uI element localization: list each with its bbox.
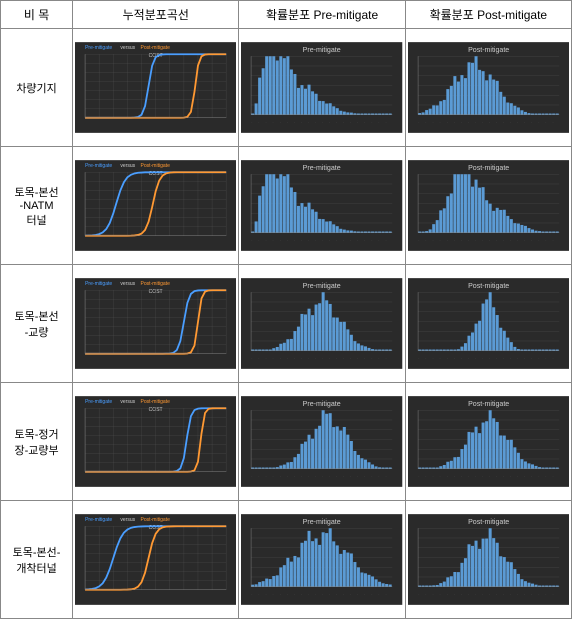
cdf-chart: Pre-mitigate versus Post-mitigate COST bbox=[75, 385, 236, 498]
histogram-chart: Pre-mitigate ···················· bbox=[241, 31, 402, 144]
hist-pre-cell: Pre-mitigate ···················· bbox=[239, 265, 405, 383]
distribution-table: 비 목 누적분포곡선 확률분포 Pre-mitigate 확률분포 Post-m… bbox=[0, 0, 572, 619]
svg-text:Post-mitigate: Post-mitigate bbox=[141, 163, 171, 169]
svg-text:Pre-mitigate: Pre-mitigate bbox=[85, 281, 112, 287]
histogram-chart: Pre-mitigate ···················· bbox=[241, 267, 402, 380]
svg-text:Pre-mitigate: Pre-mitigate bbox=[85, 399, 112, 405]
svg-text:Post-mitigate: Post-mitigate bbox=[468, 47, 509, 54]
cdf-chart: Pre-mitigate versus Post-mitigate COST bbox=[75, 503, 236, 616]
col-header-cdf: 누적분포곡선 bbox=[73, 1, 239, 29]
row-label: 차량기지 bbox=[1, 29, 73, 147]
cdf-cell: Pre-mitigate versus Post-mitigate COST bbox=[73, 29, 239, 147]
svg-text:Post-mitigate: Post-mitigate bbox=[468, 165, 509, 172]
table-row: 토목-본선-교량 Pre-mitigate versus Post-mitiga… bbox=[1, 265, 572, 383]
hist-pre-cell: Pre-mitigate ···················· bbox=[239, 29, 405, 147]
svg-text:Pre-mitigate: Pre-mitigate bbox=[303, 165, 341, 172]
svg-text:Pre-mitigate: Pre-mitigate bbox=[85, 163, 112, 169]
cdf-cell: Pre-mitigate versus Post-mitigate COST bbox=[73, 265, 239, 383]
col-header-pre: 확률분포 Pre-mitigate bbox=[239, 1, 405, 29]
hist-pre-cell: Pre-mitigate ···················· bbox=[239, 383, 405, 501]
svg-text:Pre-mitigate: Pre-mitigate bbox=[303, 519, 341, 526]
histogram-chart: Pre-mitigate ···················· bbox=[241, 503, 402, 616]
svg-text:Post-mitigate: Post-mitigate bbox=[141, 399, 171, 405]
cdf-cell: Pre-mitigate versus Post-mitigate COST bbox=[73, 501, 239, 619]
row-label: 토목-정거장-교량부 bbox=[1, 383, 73, 501]
cdf-cell: Pre-mitigate versus Post-mitigate COST bbox=[73, 383, 239, 501]
row-label: 토목-본선-개착터널 bbox=[1, 501, 73, 619]
row-label: 토목-본선-교량 bbox=[1, 265, 73, 383]
svg-text:Pre-mitigate: Pre-mitigate bbox=[303, 401, 341, 408]
svg-text:Pre-mitigate: Pre-mitigate bbox=[303, 283, 341, 290]
histogram-chart: Post-mitigate ···················· bbox=[408, 385, 569, 498]
cdf-cell: Pre-mitigate versus Post-mitigate COST bbox=[73, 147, 239, 265]
svg-text:Post-mitigate: Post-mitigate bbox=[141, 45, 171, 51]
col-header-post: 확률분포 Post-mitigate bbox=[405, 1, 571, 29]
hist-pre-cell: Pre-mitigate ···················· bbox=[239, 501, 405, 619]
svg-text:Post-mitigate: Post-mitigate bbox=[468, 283, 509, 290]
histogram-chart: Pre-mitigate ···················· bbox=[241, 385, 402, 498]
svg-text:versus: versus bbox=[120, 281, 135, 287]
histogram-chart: Post-mitigate ···················· bbox=[408, 31, 569, 144]
table-row: 토목-정거장-교량부 Pre-mitigate versus Post-miti… bbox=[1, 383, 572, 501]
svg-text:Post-mitigate: Post-mitigate bbox=[141, 281, 171, 287]
hist-pre-cell: Pre-mitigate ···················· bbox=[239, 147, 405, 265]
svg-text:Pre-mitigate: Pre-mitigate bbox=[85, 45, 112, 51]
svg-text:versus: versus bbox=[120, 163, 135, 169]
cdf-chart: Pre-mitigate versus Post-mitigate COST bbox=[75, 31, 236, 144]
table-row: 토목-본선-NATM터널 Pre-mitigate versus Post-mi… bbox=[1, 147, 572, 265]
histogram-chart: Post-mitigate ···················· bbox=[408, 149, 569, 262]
svg-text:Post-mitigate: Post-mitigate bbox=[468, 519, 509, 526]
cdf-chart: Pre-mitigate versus Post-mitigate COST bbox=[75, 267, 236, 380]
svg-text:versus: versus bbox=[120, 399, 135, 405]
row-label: 토목-본선-NATM터널 bbox=[1, 147, 73, 265]
svg-text:Post-mitigate: Post-mitigate bbox=[141, 517, 171, 523]
table-row: 토목-본선-개착터널 Pre-mitigate versus Post-miti… bbox=[1, 501, 572, 619]
histogram-chart: Post-mitigate ···················· bbox=[408, 503, 569, 616]
cdf-chart: Pre-mitigate versus Post-mitigate COST bbox=[75, 149, 236, 262]
hist-post-cell: Post-mitigate ···················· bbox=[405, 265, 571, 383]
svg-text:Pre-mitigate: Pre-mitigate bbox=[303, 47, 341, 54]
hist-post-cell: Post-mitigate ···················· bbox=[405, 383, 571, 501]
hist-post-cell: Post-mitigate ···················· bbox=[405, 501, 571, 619]
svg-text:versus: versus bbox=[120, 45, 135, 51]
hist-post-cell: Post-mitigate ···················· bbox=[405, 29, 571, 147]
svg-text:Post-mitigate: Post-mitigate bbox=[468, 401, 509, 408]
hist-post-cell: Post-mitigate ···················· bbox=[405, 147, 571, 265]
svg-text:Pre-mitigate: Pre-mitigate bbox=[85, 517, 112, 523]
histogram-chart: Pre-mitigate ···················· bbox=[241, 149, 402, 262]
table-row: 차량기지 Pre-mitigate versus Post-mitigate C… bbox=[1, 29, 572, 147]
col-header-item: 비 목 bbox=[1, 1, 73, 29]
histogram-chart: Post-mitigate ···················· bbox=[408, 267, 569, 380]
header-row: 비 목 누적분포곡선 확률분포 Pre-mitigate 확률분포 Post-m… bbox=[1, 1, 572, 29]
svg-text:versus: versus bbox=[120, 517, 135, 523]
